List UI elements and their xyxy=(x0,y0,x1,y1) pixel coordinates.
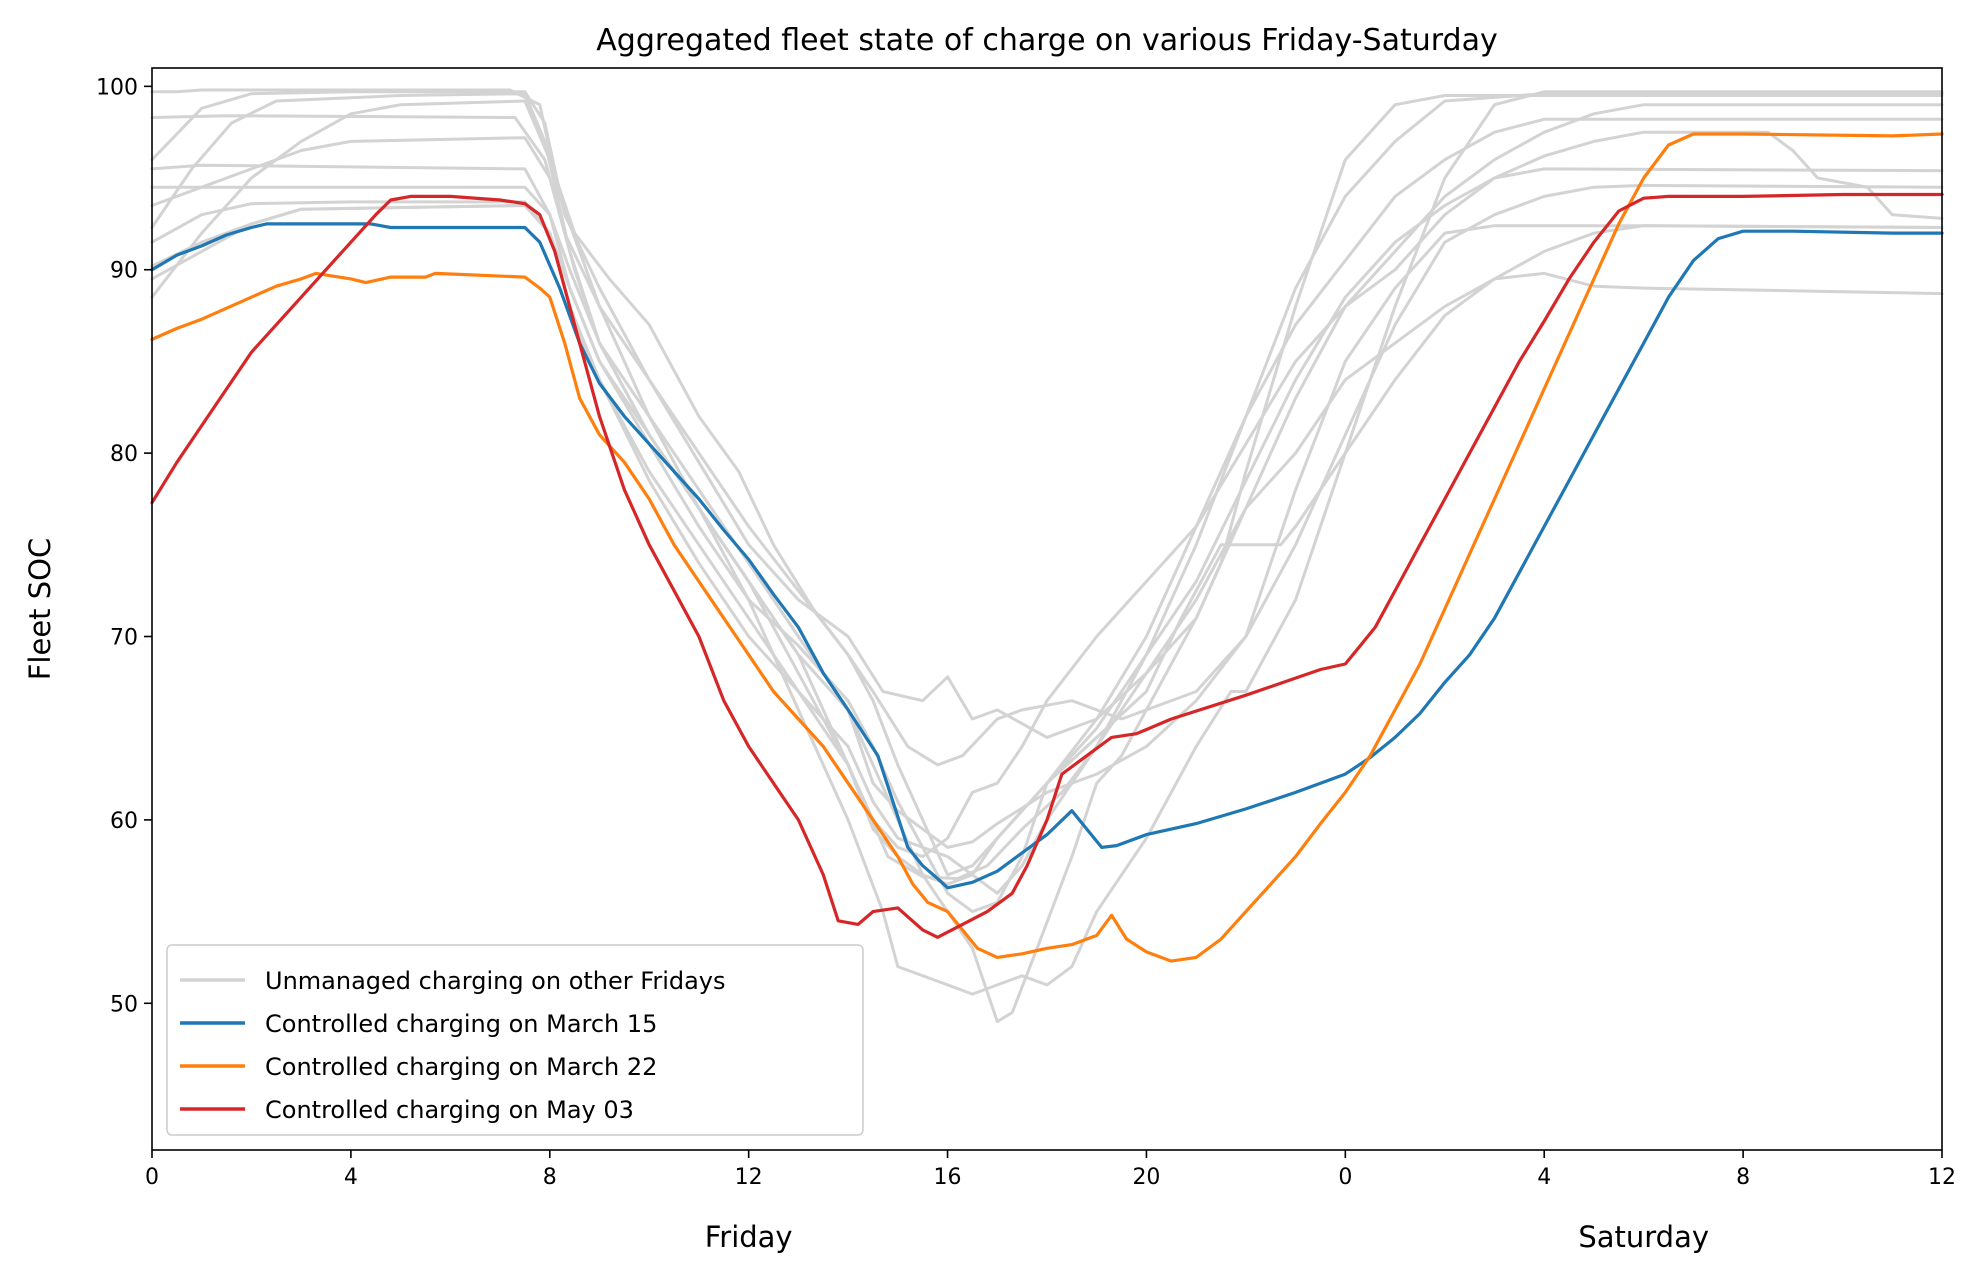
x-tick-label: 4 xyxy=(344,1165,358,1190)
unmanaged-line-7 xyxy=(150,163,1944,886)
y-tick-label: 60 xyxy=(110,809,138,834)
unmanaged-line-8 xyxy=(150,114,1944,877)
controlled-line-1 xyxy=(150,222,1944,890)
unmanaged-series-group xyxy=(150,88,1944,1024)
controlled-line-2 xyxy=(150,132,1944,963)
x-day-label: Friday xyxy=(705,1220,793,1254)
controlled-line-3 xyxy=(150,192,1944,939)
x-day-label: Saturday xyxy=(1578,1220,1709,1254)
x-tick-label: 0 xyxy=(1338,1165,1352,1190)
y-tick-label: 50 xyxy=(110,992,138,1017)
legend-label: Unmanaged charging on other Fridays xyxy=(265,967,726,995)
legend-label: Controlled charging on March 22 xyxy=(265,1053,657,1081)
controlled-series-group xyxy=(150,132,1944,963)
y-tick-label: 70 xyxy=(110,626,138,651)
x-axis: 0 4 8 12 16 20 0 4 8 12 xyxy=(145,1150,1956,1190)
x-tick-label: 20 xyxy=(1132,1165,1160,1190)
y-axis: 50 60 70 80 90 100 xyxy=(96,75,152,1017)
unmanaged-line-4 xyxy=(150,99,1944,767)
x-day-labels: Friday Saturday xyxy=(705,1220,1709,1254)
x-tick-label: 12 xyxy=(1928,1165,1956,1190)
x-tick-label: 0 xyxy=(145,1165,159,1190)
x-tick-label: 4 xyxy=(1537,1165,1551,1190)
x-tick-label: 8 xyxy=(543,1165,557,1190)
x-tick-label: 16 xyxy=(934,1165,962,1190)
legend-label: Controlled charging on May 03 xyxy=(265,1096,634,1124)
unmanaged-line-1 xyxy=(150,92,1944,881)
legend-entries: Unmanaged charging on other Fridays Contr… xyxy=(180,967,726,1124)
x-tick-label: 8 xyxy=(1736,1165,1750,1190)
legend-label: Controlled charging on March 15 xyxy=(265,1010,657,1038)
unmanaged-line-9 xyxy=(150,130,1944,859)
legend-frame xyxy=(166,944,864,1136)
y-tick-label: 90 xyxy=(110,259,138,284)
y-axis-label: Fleet SOC xyxy=(23,538,57,681)
chart-title: Aggregated fleet state of charge on vari… xyxy=(596,23,1497,58)
plot-frame xyxy=(151,67,1943,1151)
plot-area xyxy=(150,88,1944,1024)
y-tick-label: 100 xyxy=(96,75,138,100)
x-tick-label: 12 xyxy=(735,1165,763,1190)
legend: Unmanaged charging on other Fridays Contr… xyxy=(166,944,864,1136)
unmanaged-line-11 xyxy=(150,103,1944,1024)
y-tick-label: 80 xyxy=(110,442,138,467)
